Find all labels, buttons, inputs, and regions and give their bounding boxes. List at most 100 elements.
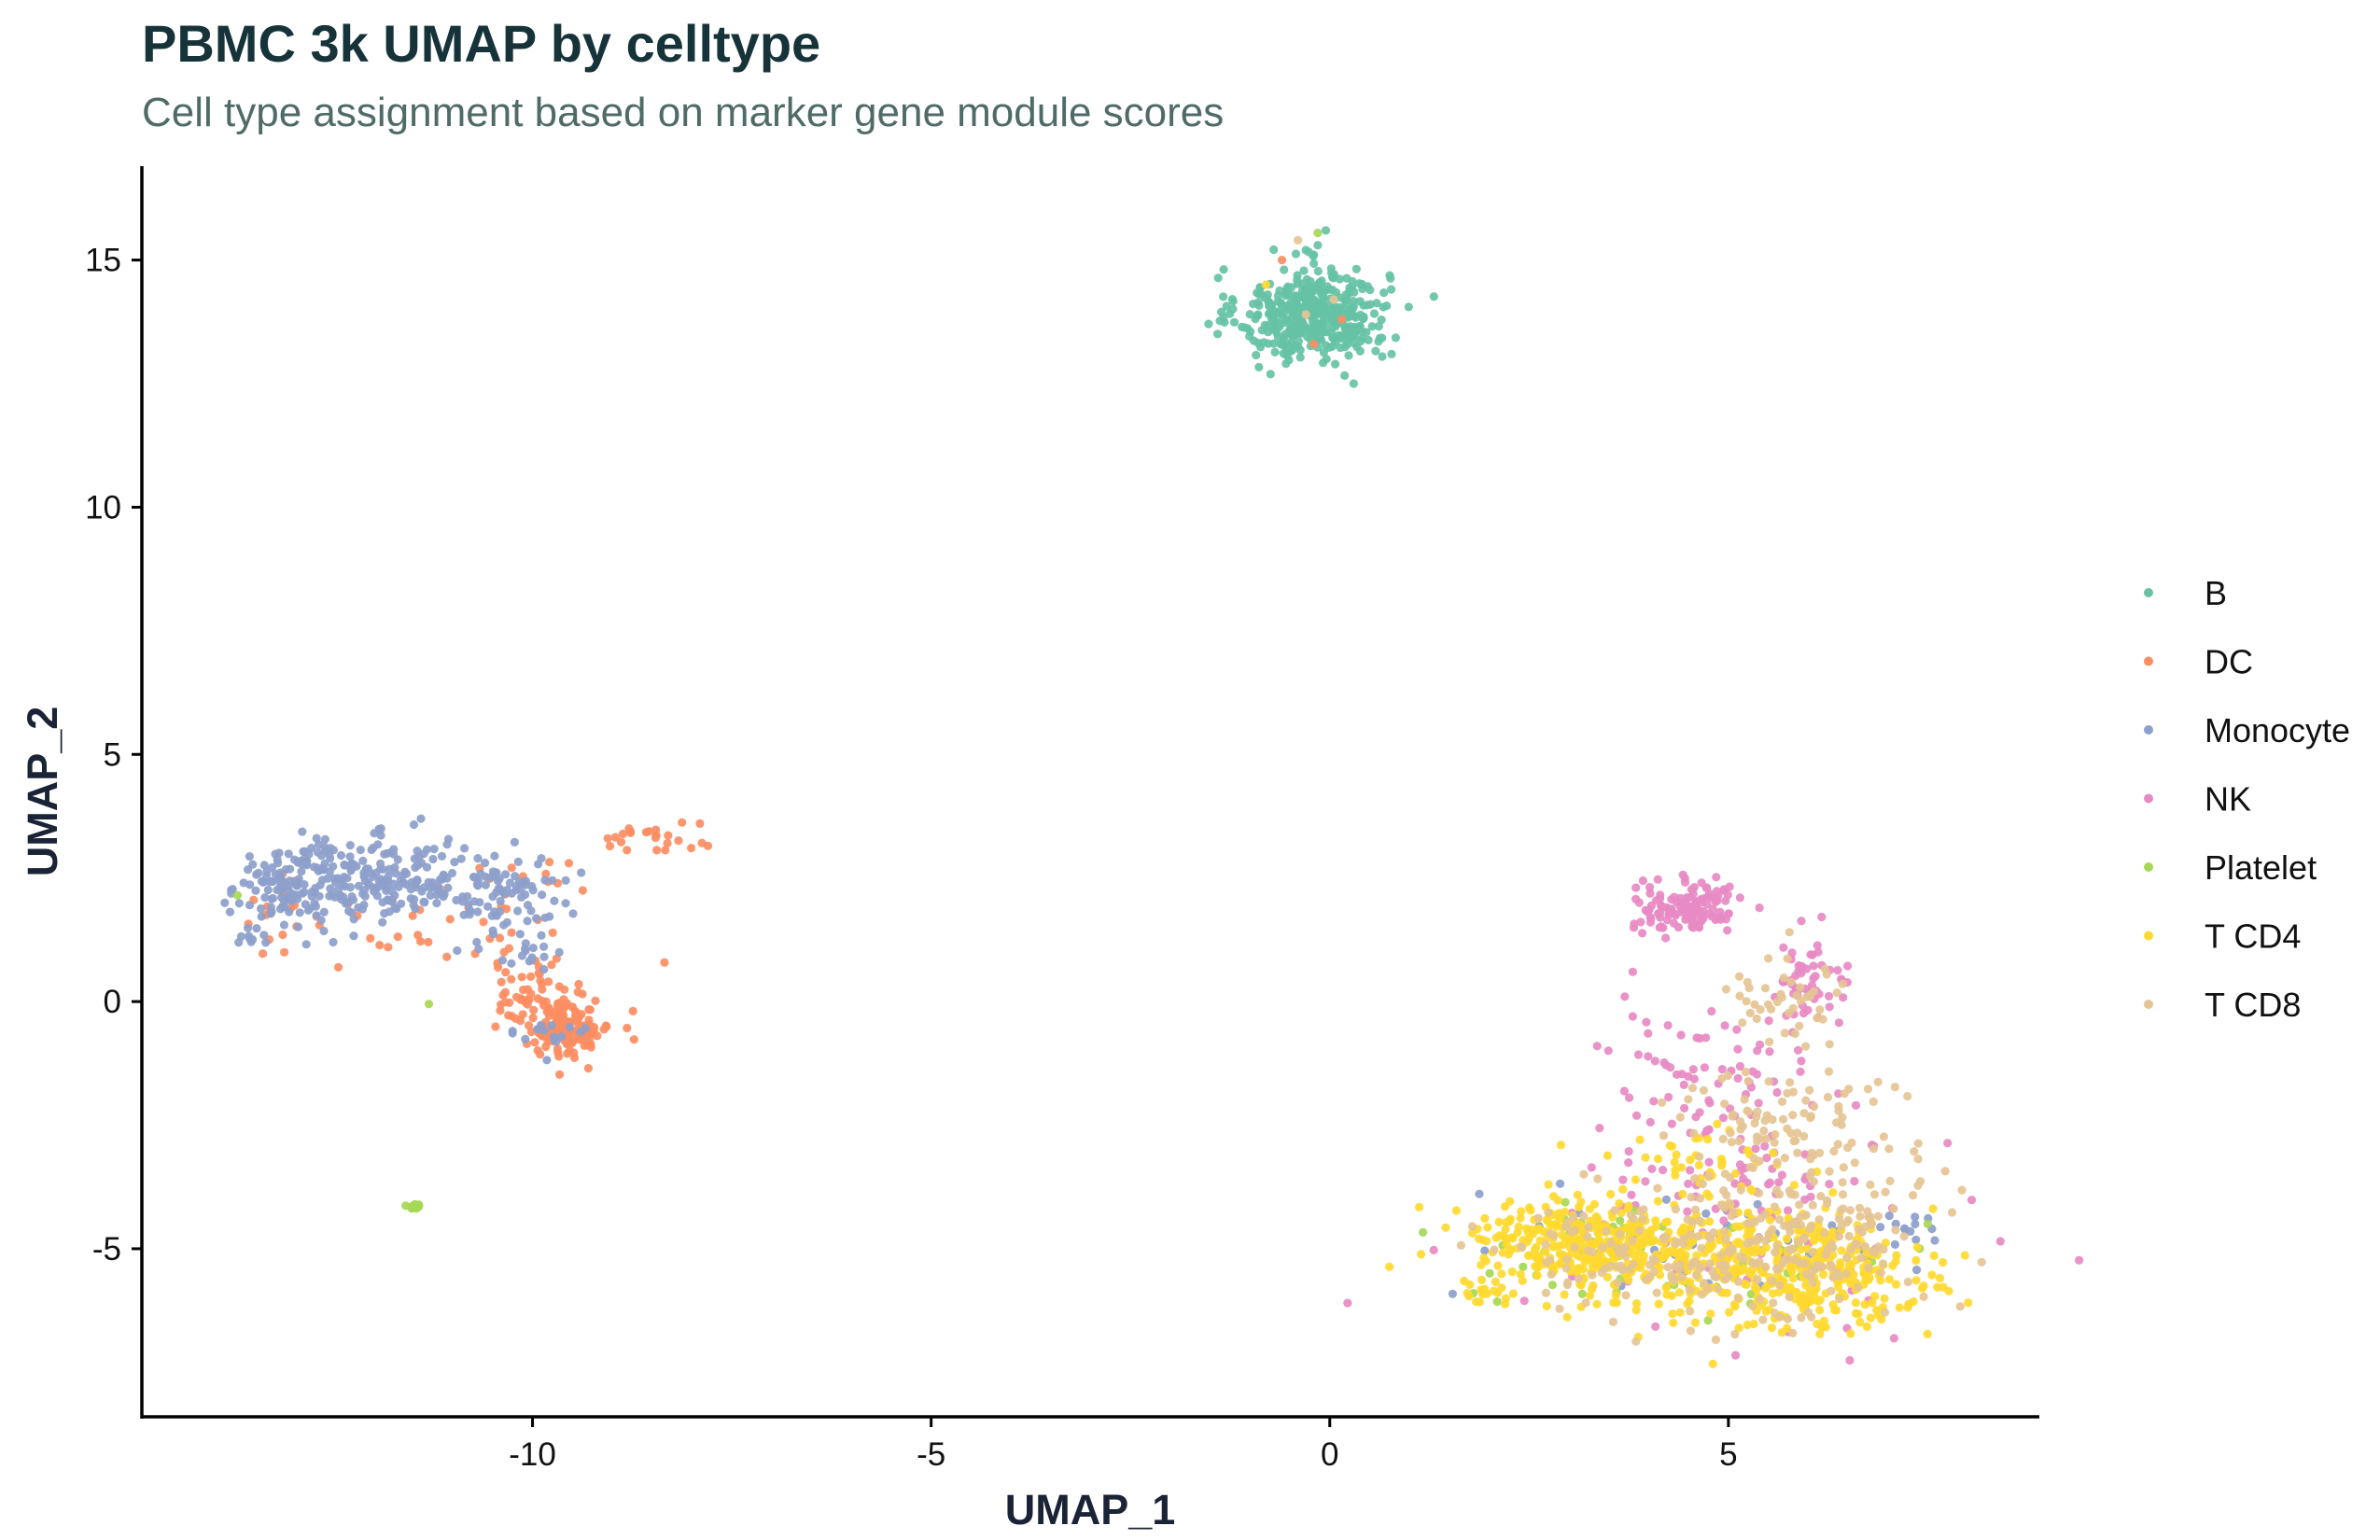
legend-key (2144, 656, 2153, 666)
cell-point (384, 943, 393, 952)
cell-point (1629, 923, 1639, 932)
cell-point (1910, 1147, 1919, 1156)
cell-point (1760, 1141, 1770, 1151)
cell-point (1748, 1301, 1757, 1310)
cell-point (511, 881, 521, 891)
cell-point (1587, 1163, 1596, 1172)
cell-point (1616, 1216, 1625, 1225)
cell-point (1788, 1087, 1798, 1097)
cell-point (1638, 1214, 1647, 1224)
cell-point (1866, 1212, 1875, 1222)
cell-point (1796, 1220, 1805, 1229)
cell-point (1828, 1272, 1838, 1282)
cell-point (1733, 1044, 1743, 1054)
cell-point (1561, 1222, 1571, 1231)
cell-point (1635, 1225, 1645, 1235)
cell-point (1541, 1288, 1550, 1297)
cell-point (251, 886, 260, 895)
cell-point (1827, 1286, 1836, 1295)
cell-point (1807, 1272, 1816, 1281)
cell-point (317, 865, 327, 875)
y-tick-label: 15 (85, 243, 121, 279)
cell-point (1690, 1174, 1700, 1183)
cell-point (1825, 1180, 1834, 1189)
cell-point (1636, 917, 1645, 927)
cell-point (1653, 875, 1662, 884)
cell-point (1319, 358, 1328, 368)
cell-point (1672, 1070, 1682, 1079)
cell-point (521, 939, 530, 948)
cell-point (1704, 909, 1714, 918)
cell-point (1881, 1308, 1890, 1317)
cell-point (1717, 1161, 1727, 1170)
cell-point (1657, 922, 1666, 931)
cell-point (293, 894, 302, 903)
cell-point (1625, 1265, 1634, 1274)
cell-point (1797, 917, 1806, 926)
cell-point (1415, 1202, 1424, 1211)
cell-point (528, 1014, 538, 1023)
cell-point (349, 931, 358, 941)
cell-point (305, 903, 315, 913)
cell-point (1670, 910, 1680, 919)
cell-point (411, 904, 420, 914)
cell-point (474, 945, 483, 954)
cell-point (496, 933, 505, 943)
cell-point (1669, 1318, 1678, 1327)
cell-point (1204, 319, 1213, 329)
cell-point (1695, 1216, 1704, 1225)
cell-point (1834, 1214, 1844, 1224)
cell-point (1832, 1118, 1841, 1127)
cell-point (651, 833, 661, 843)
cell-point (1878, 1259, 1888, 1268)
cell-point (1699, 914, 1708, 923)
cell-point (1544, 1208, 1553, 1217)
cell-point (1592, 1042, 1602, 1051)
cell-point (1739, 1254, 1748, 1264)
cell-point (1404, 302, 1413, 312)
cell-point (501, 870, 511, 879)
cell-point (244, 923, 253, 932)
cell-point (507, 928, 516, 937)
cell-point (1628, 1236, 1637, 1245)
cell-point (1225, 309, 1235, 318)
cell-point (1675, 898, 1686, 907)
cell-point (1592, 1299, 1602, 1309)
cell-point (1603, 1151, 1612, 1160)
cell-point (1735, 893, 1744, 903)
cell-point (1296, 303, 1306, 313)
cell-point (543, 1037, 553, 1047)
cell-point (307, 891, 316, 902)
cell-point (1608, 1317, 1618, 1326)
cell-point (333, 874, 343, 883)
cell-point (1763, 1000, 1773, 1009)
cell-point (334, 962, 343, 972)
cell-point (1327, 342, 1337, 351)
cell-point (440, 889, 449, 899)
cell-point (1743, 1076, 1753, 1085)
cell-point (1785, 1008, 1794, 1017)
cell-point (1671, 1205, 1680, 1214)
cell-point (447, 868, 457, 878)
cell-point (544, 977, 553, 987)
cell-point (1675, 1308, 1685, 1317)
cell-point (1259, 338, 1268, 347)
cell-point (1903, 1277, 1912, 1287)
cell-point (1656, 913, 1665, 922)
cell-point (473, 854, 483, 863)
cell-point (1514, 1222, 1523, 1232)
cell-point (1652, 1288, 1661, 1297)
cell-point (341, 899, 350, 908)
cell-point (1788, 1328, 1798, 1337)
cell-point (1796, 1258, 1805, 1267)
cell-point (1518, 1276, 1527, 1285)
cell-point (556, 1032, 567, 1042)
cell-point (279, 920, 289, 930)
cell-point (1295, 329, 1304, 338)
cell-point (329, 937, 338, 947)
cell-point (568, 909, 578, 918)
cell-point (1561, 1207, 1570, 1217)
cell-point (1387, 349, 1396, 358)
cell-point (245, 931, 254, 941)
cell-point (521, 998, 530, 1007)
